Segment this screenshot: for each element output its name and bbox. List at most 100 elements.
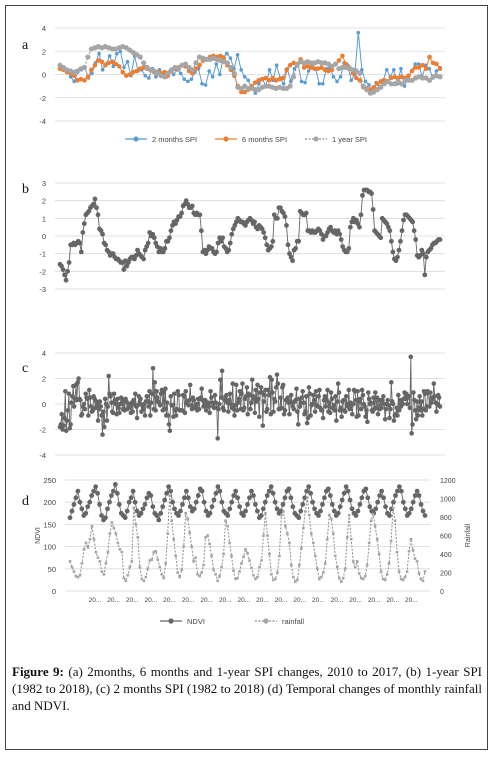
series-2-months-spi-point [339,414,344,420]
series-rainfall-point [228,541,231,545]
y-tick-label: 100 [43,543,56,552]
series-2-months-spi-point [90,71,94,76]
series-ndvi-point [170,499,175,505]
y-tick-label-right: 1200 [440,478,456,485]
y-tick-label: 250 [43,476,56,485]
series-2-months-spi-point [329,396,335,402]
series-ndvi-point [178,508,183,514]
series-2-months-spi-point [282,408,288,413]
series-2-months-spi-point [183,388,189,394]
series-2-months-spi-point [295,409,300,414]
series-2-months-spi-point [427,66,432,71]
series-ndvi-point [75,488,81,494]
series-2-months-spi-point [281,411,287,417]
series-rainfall-point [343,567,347,571]
series-rainfall-point [264,512,267,515]
series-1-year-spi-point [357,70,363,76]
series-2-months-spi-point [307,391,313,397]
series-1-year-spi-point [179,210,185,216]
y-tick-label: -1 [39,250,46,259]
y-tick-label-right: 200 [440,571,452,578]
series-2-months-spi-point [275,381,281,386]
series-2-months-spi-point [181,394,187,399]
series-ndvi-point [270,490,276,496]
series-6-months-spi-point [437,66,443,71]
series-1-year-spi-point [193,60,199,66]
series-ndvi-point [347,497,353,503]
series-rainfall-point [68,560,72,563]
series-6-months-spi-point [420,62,425,68]
series-ndvi-point [235,495,241,501]
series-1-year-spi-point [290,74,297,80]
series-rainfall-point [184,512,187,515]
series-2-months-spi-point [64,418,70,423]
series-1-year-spi-point [357,224,362,230]
series-ndvi-point [272,499,278,505]
series-2-months-spi-point [161,390,166,395]
series-rainfall-point [327,513,331,517]
series-6-months-spi-point [434,61,439,67]
series-2-months-spi-point [105,404,111,409]
series-2-months-spi-point [267,68,272,72]
series-ndvi-point [176,513,181,518]
series-2-months-spi-point [303,409,308,414]
series-ndvi-point [280,502,286,507]
series-6-months-spi-point [71,73,77,78]
series-ndvi-point [71,502,77,507]
series-1-year-spi-point [262,235,268,241]
series-ndvi-point [383,504,388,510]
series-2-months-spi-point [247,392,252,398]
legend-label: 6 months SPI [242,135,287,144]
series-6-months-spi-point [89,67,94,73]
series-2-months-spi-point [194,401,199,407]
series-ndvi-point [166,484,172,490]
series-rainfall-point [180,568,183,572]
y-tick-label-right: 800 [440,515,452,522]
series-rainfall-point [349,537,353,541]
series-2-months-spi-point [427,404,432,409]
series-2-months-spi-point [341,397,346,403]
series-1-year-spi-point [284,223,289,228]
series-1-year-spi-point [261,230,267,235]
series-rainfall-point [419,577,423,581]
legend-label: 2 months SPI [152,135,197,144]
series-rainfall-point [176,571,179,574]
y-tick-label: 1 [42,214,46,223]
series-2-months-spi-point [113,401,119,407]
series-rainfall-point [194,556,197,559]
series-ndvi-point [110,488,116,494]
series-rainfall-point [379,570,383,573]
series-rainfall-point [256,575,259,579]
series-rainfall-point [160,573,164,576]
series-1-year-spi-point [80,230,86,235]
series-rainfall-point [310,532,313,535]
series-6-months-spi-point [423,66,429,71]
series-rainfall-point [294,580,297,584]
figure-frame [5,5,488,750]
series-2-months-spi-point [334,399,340,404]
series-2-months-spi-point [256,396,261,402]
series-1-year-spi-point [62,272,67,278]
series-2-months-spi-point [336,390,342,395]
series-ndvi-point [373,506,379,512]
series-6-months-spi-point [326,68,331,74]
series-2-months-spi-point [391,418,397,423]
series-2-months-spi-point [396,392,401,398]
series-1-year-spi-point [388,238,394,244]
series-6-months-spi-point [277,76,282,82]
series-1-year-spi-point [103,242,108,248]
series-ndvi-point [207,510,213,516]
series-1-year-spi-point [420,251,426,257]
series-ndvi-point [329,502,335,507]
series-ndvi-point [331,508,337,514]
y-tick-label: -2 [39,94,46,103]
series-rainfall-point [375,537,379,541]
series-2-months-spi-point [331,75,336,79]
series-2-months-spi-point [396,408,402,413]
y-tick-label: 50 [48,565,56,574]
series-2-months-spi-point [87,395,93,400]
series-6-months-spi-point [263,75,268,81]
series-1-year-spi-point [264,242,270,248]
series-2-months-spi-point [116,405,121,411]
y-tick-label: 150 [43,520,56,529]
